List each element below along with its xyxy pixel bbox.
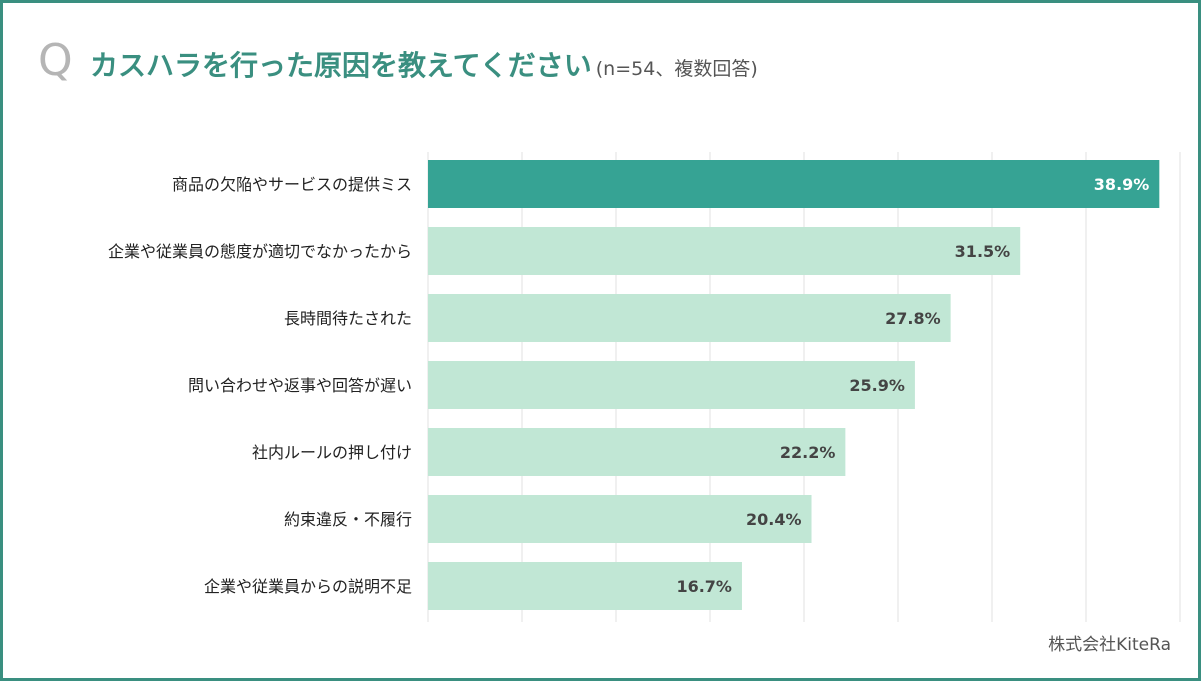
chart-title: カスハラを行った原因を教えてください (90, 49, 592, 82)
category-label: 問い合わせや返事や回答が遅い (188, 376, 412, 395)
bar (428, 227, 1021, 275)
value-label: 22.2% (780, 443, 836, 462)
category-label: 企業や従業員の態度が適切でなかったから (108, 242, 412, 261)
value-label: 38.9% (1094, 175, 1150, 194)
category-label: 社内ルールの押し付け (252, 443, 412, 462)
value-label: 20.4% (746, 510, 802, 529)
bar (428, 160, 1160, 208)
value-label: 31.5% (955, 242, 1011, 261)
category-label: 企業や従業員からの説明不足 (204, 577, 412, 596)
value-label: 27.8% (885, 309, 941, 328)
value-label: 16.7% (676, 577, 732, 596)
bar (428, 428, 846, 476)
category-label: 長時間待たされた (284, 309, 412, 328)
source-credit: 株式会社KiteRa (1048, 635, 1171, 655)
chart-subtitle: (n=54、複数回答) (595, 58, 758, 80)
value-label: 25.9% (849, 376, 905, 395)
bar (428, 294, 951, 342)
bar (428, 495, 812, 543)
q-mark: Q (38, 35, 73, 86)
bar (428, 562, 742, 610)
category-label: 約束違反・不履行 (284, 510, 412, 529)
title-row: カスハラを行った原因を教えてください (n=54、複数回答) (90, 44, 758, 84)
bar (428, 361, 915, 409)
category-label: 商品の欠陥やサービスの提供ミス (172, 175, 412, 194)
